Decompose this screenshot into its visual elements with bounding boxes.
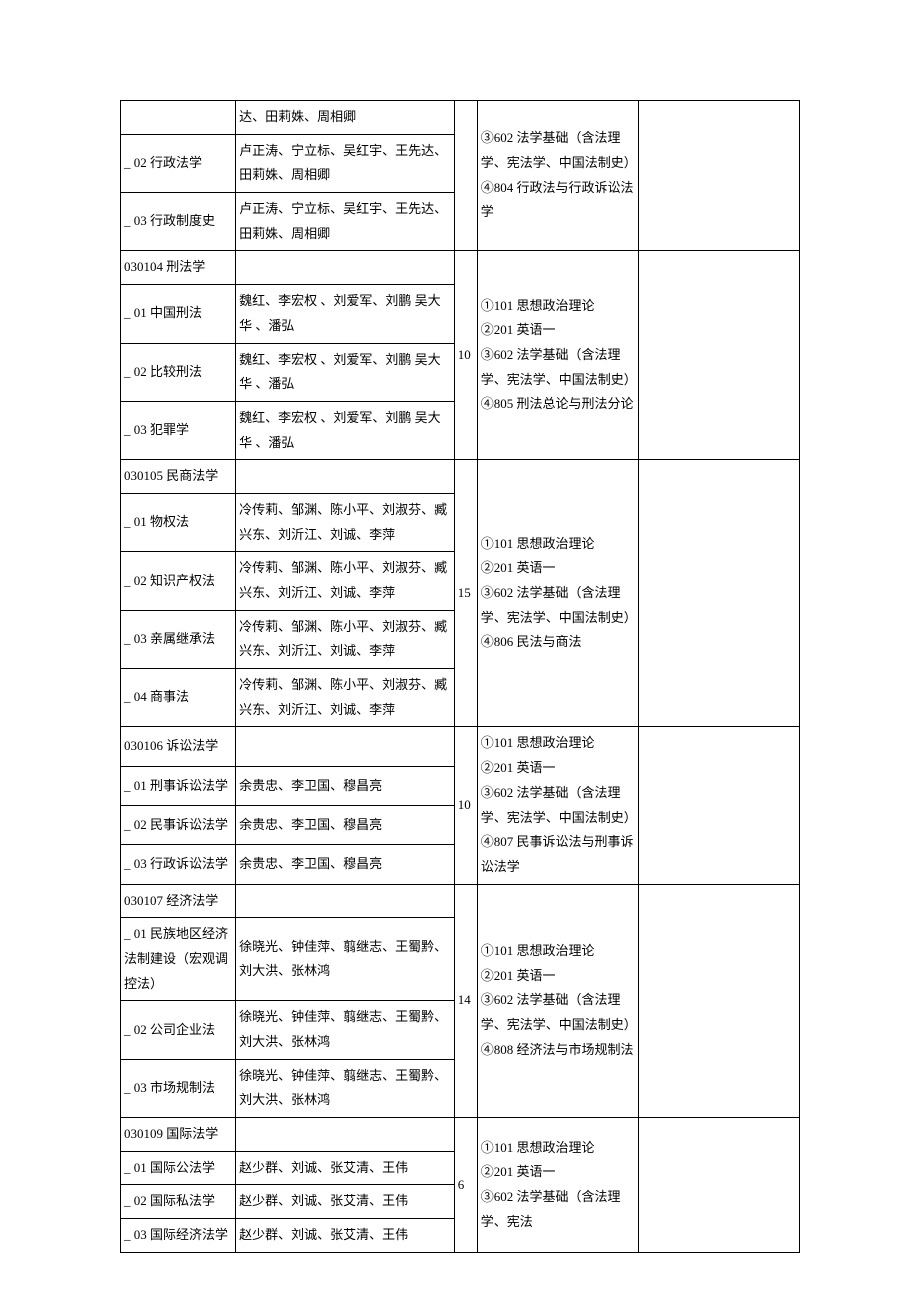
instructors: 冷传莉、邹渊、陈小平、刘淑芬、臧兴东、刘沂江、刘诚、李萍 (236, 552, 455, 610)
program-code: 030106 诉讼法学 (121, 727, 236, 766)
instructors: 余贵忠、李卫国、穆昌亮 (236, 806, 455, 845)
program-code: _ 01 中国刑法 (121, 285, 236, 343)
program-code: 030109 国际法学 (121, 1118, 236, 1152)
program-table: 达、田莉姝、周相卿 ③602 法学基础（含法理学、宪法学、中国法制史）④804 行… (120, 100, 800, 1253)
instructors: 达、田莉姝、周相卿 (236, 101, 455, 135)
notes (638, 101, 799, 251)
instructors: 余贵忠、李卫国、穆昌亮 (236, 845, 455, 884)
table-row: 达、田莉姝、周相卿③602 法学基础（含法理学、宪法学、中国法制史）④804 行… (121, 101, 800, 135)
notes (638, 251, 799, 460)
instructors: 魏红、李宏权 、刘爱军、刘鹏 吴大华 、潘弘 (236, 343, 455, 401)
enrollment-number: 15 (454, 460, 477, 727)
exam-subjects: ①101 思想政治理论 ②201 英语一 ③602 法学基础（含法理学、宪法学、… (477, 251, 638, 460)
exam-subjects: ③602 法学基础（含法理学、宪法学、中国法制史）④804 行政法与行政诉讼法学 (477, 101, 638, 251)
instructors (236, 1118, 455, 1152)
notes (638, 884, 799, 1118)
instructors: 冷传莉、邹渊、陈小平、刘淑芬、臧兴东、刘沂江、刘诚、李萍 (236, 669, 455, 727)
notes (638, 1118, 799, 1253)
program-code: _ 03 犯罪学 (121, 401, 236, 459)
exam-subjects: ①101 思想政治理论 ②201 英语一 ③602 法学基础（含法理学、宪法 (477, 1118, 638, 1253)
table-row: 030104 刑法学10①101 思想政治理论 ②201 英语一 ③602 法学… (121, 251, 800, 285)
table-row: 030109 国际法学6①101 思想政治理论 ②201 英语一 ③602 法学… (121, 1118, 800, 1152)
program-code: _ 01 民族地区经济法制建设（宏观调控法） (121, 918, 236, 1001)
program-code: _ 02 民事诉讼法学 (121, 806, 236, 845)
enrollment-number: 6 (454, 1118, 477, 1253)
notes (638, 460, 799, 727)
instructors: 冷传莉、邹渊、陈小平、刘淑芬、臧兴东、刘沂江、刘诚、李萍 (236, 493, 455, 551)
instructors: 徐晓光、钟佳萍、翦继志、王蜀黔、刘大洪、张林鸿 (236, 1001, 455, 1059)
program-code: _ 02 行政法学 (121, 134, 236, 192)
program-code: _ 03 市场规制法 (121, 1059, 236, 1117)
program-code: _ 03 亲属继承法 (121, 610, 236, 668)
program-code: _ 02 知识产权法 (121, 552, 236, 610)
exam-subjects: ①101 思想政治理论 ②201 英语一 ③602 法学基础（含法理学、宪法学、… (477, 884, 638, 1118)
program-code: _ 03 行政诉讼法学 (121, 845, 236, 884)
program-code: _ 01 刑事诉讼法学 (121, 766, 236, 805)
instructors: 卢正涛、宁立标、吴红宇、王先达、田莉姝、周相卿 (236, 193, 455, 251)
program-code: 030104 刑法学 (121, 251, 236, 285)
program-code: _ 04 商事法 (121, 669, 236, 727)
enrollment-number: 10 (454, 727, 477, 884)
program-code (121, 101, 236, 135)
program-code: _ 03 国际经济法学 (121, 1219, 236, 1253)
program-code: _ 02 国际私法学 (121, 1185, 236, 1219)
instructors (236, 251, 455, 285)
program-code: _ 01 国际公法学 (121, 1151, 236, 1185)
instructors: 冷传莉、邹渊、陈小平、刘淑芬、臧兴东、刘沂江、刘诚、李萍 (236, 610, 455, 668)
instructors (236, 727, 455, 766)
enrollment-number: 14 (454, 884, 477, 1118)
program-code: 030107 经济法学 (121, 884, 236, 918)
instructors: 赵少群、刘诚、张艾清、王伟 (236, 1185, 455, 1219)
enrollment-number (454, 101, 477, 251)
instructors: 余贵忠、李卫国、穆昌亮 (236, 766, 455, 805)
program-code: _ 03 行政制度史 (121, 193, 236, 251)
enrollment-number: 10 (454, 251, 477, 460)
notes (638, 727, 799, 884)
instructors: 徐晓光、钟佳萍、翦继志、王蜀黔、刘大洪、张林鸿 (236, 918, 455, 1001)
program-code: _ 01 物权法 (121, 493, 236, 551)
program-code: 030105 民商法学 (121, 460, 236, 494)
table-row: 030106 诉讼法学10①101 思想政治理论 ②201 英语一 ③602 法… (121, 727, 800, 766)
instructors: 赵少群、刘诚、张艾清、王伟 (236, 1219, 455, 1253)
table-row: 030107 经济法学14①101 思想政治理论 ②201 英语一 ③602 法… (121, 884, 800, 918)
instructors: 赵少群、刘诚、张艾清、王伟 (236, 1151, 455, 1185)
table-row: 030105 民商法学15①101 思想政治理论 ②201 英语一 ③602 法… (121, 460, 800, 494)
instructors: 魏红、李宏权 、刘爱军、刘鹏 吴大华 、潘弘 (236, 401, 455, 459)
instructors: 徐晓光、钟佳萍、翦继志、王蜀黔、刘大洪、张林鸿 (236, 1059, 455, 1117)
instructors (236, 884, 455, 918)
instructors: 魏红、李宏权 、刘爱军、刘鹏 吴大华 、潘弘 (236, 285, 455, 343)
exam-subjects: ①101 思想政治理论 ②201 英语一 ③602 法学基础（含法理学、宪法学、… (477, 727, 638, 884)
instructors (236, 460, 455, 494)
instructors: 卢正涛、宁立标、吴红宇、王先达、田莉姝、周相卿 (236, 134, 455, 192)
exam-subjects: ①101 思想政治理论 ②201 英语一 ③602 法学基础（含法理学、宪法学、… (477, 460, 638, 727)
program-code: _ 02 公司企业法 (121, 1001, 236, 1059)
program-code: _ 02 比较刑法 (121, 343, 236, 401)
